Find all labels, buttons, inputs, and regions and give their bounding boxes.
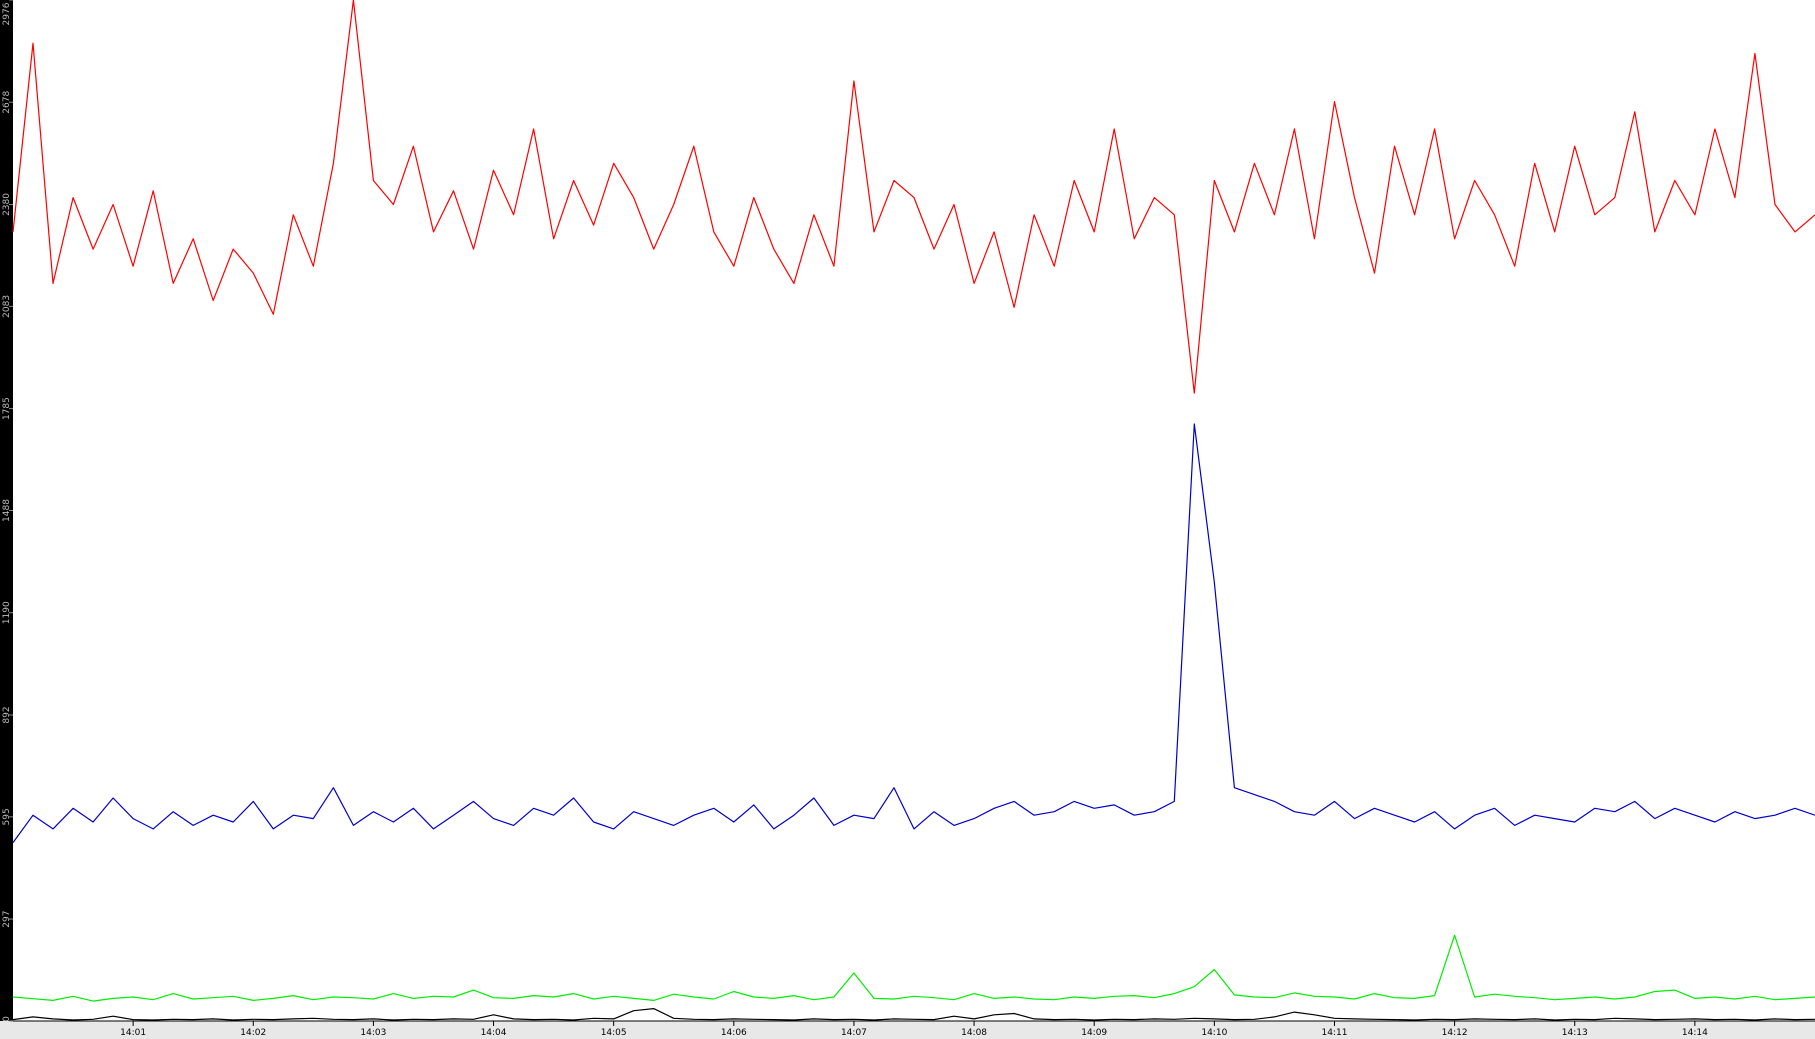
- x-tick-label: 14:05: [601, 1028, 627, 1038]
- x-tick-label: 14:08: [961, 1028, 987, 1038]
- x-axis-strip: [0, 1021, 1815, 1039]
- series-line: [12, 1007, 1815, 1021]
- y-tick-label: 0: [2, 1016, 12, 1022]
- y-tick-label: 2976: [2, 2, 12, 25]
- x-tick-label: 14:12: [1442, 1028, 1468, 1038]
- x-tick-label: 14:09: [1081, 1028, 1107, 1038]
- y-tick-label: 1785: [2, 397, 12, 420]
- series-line: [12, 423, 1815, 843]
- x-tick-label: 14:11: [1321, 1028, 1347, 1038]
- x-tick-label: 14:02: [240, 1028, 266, 1038]
- y-tick-label: 892: [2, 706, 12, 723]
- y-tick-label: 595: [2, 808, 12, 825]
- x-tick-label: 14:10: [1201, 1028, 1227, 1038]
- y-tick-label: 297: [2, 911, 12, 928]
- x-tick-label: 14:03: [360, 1028, 386, 1038]
- x-tick-label: 14:13: [1562, 1028, 1588, 1038]
- x-tick-label: 14:01: [120, 1028, 146, 1038]
- y-tick-label: 2678: [2, 91, 12, 114]
- y-tick-label: 1190: [2, 601, 12, 624]
- x-tick-label: 14:04: [481, 1028, 507, 1038]
- x-tick-label: 14:07: [841, 1028, 867, 1038]
- x-tick-label: 14:06: [721, 1028, 747, 1038]
- y-tick-label: 2380: [2, 193, 12, 216]
- series-line: [12, 0, 1815, 394]
- y-axis-strip: [0, 0, 13, 1021]
- y-tick-label: 2083: [2, 295, 12, 318]
- series-line: [12, 934, 1815, 1002]
- y-tick-label: 1488: [2, 499, 12, 522]
- x-tick-label: 14:14: [1682, 1028, 1708, 1038]
